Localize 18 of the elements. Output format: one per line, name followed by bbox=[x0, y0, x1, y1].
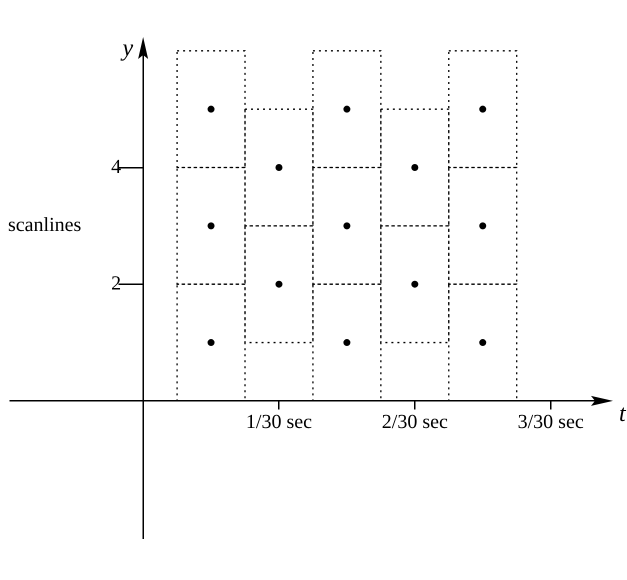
point bbox=[411, 164, 418, 172]
y-tick-label: 4 bbox=[111, 156, 122, 178]
point bbox=[343, 106, 350, 113]
point bbox=[275, 280, 282, 288]
point bbox=[208, 222, 215, 230]
x-tick-label: 1/30 sec bbox=[246, 411, 312, 434]
point bbox=[275, 164, 282, 172]
x-tick-label: 2/30 sec bbox=[382, 411, 448, 434]
point bbox=[208, 106, 215, 113]
y-tick-label: 2 bbox=[111, 272, 122, 294]
y-axis-title: y bbox=[120, 35, 134, 62]
x-axis-title: t bbox=[619, 401, 627, 428]
point bbox=[479, 106, 486, 113]
text: scanlines bbox=[8, 214, 82, 236]
x-tick-label: 3/30 sec bbox=[518, 411, 584, 434]
point bbox=[411, 280, 418, 288]
point bbox=[343, 222, 350, 230]
point bbox=[479, 222, 486, 230]
